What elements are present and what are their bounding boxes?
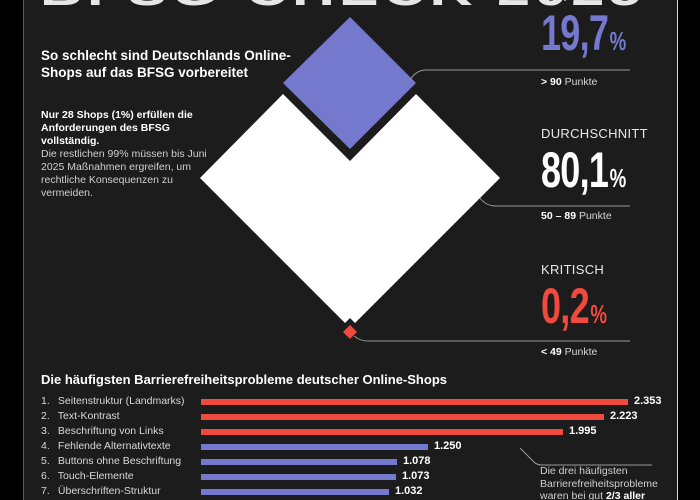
bar-row: 2. Text-Kontrast 2.223 [41,409,671,424]
stat-critical-number: 0,2 [541,278,590,334]
chart-annotation-text: Die drei häufigsten Barrierefreiheitspro… [540,465,658,500]
chart-annotation: Die drei häufigsten Barrierefreiheitspro… [540,465,677,500]
bar-value: 1.032 [395,485,423,497]
bar-label: 7. Überschriften-Struktur [41,485,161,497]
intro-body-strong: Nur 28 Shops (1%) erfüllen die Anforderu… [41,109,193,147]
average-share-shape [200,94,500,323]
intro-body: Nur 28 Shops (1%) erfüllen die Anforderu… [41,109,221,200]
bar-value: 2.353 [634,395,662,407]
leader-line-critical [353,335,630,342]
bar-label: 3. Beschriftung von Links [41,425,164,437]
bar-label: 4. Fehlende Alternativtexte [41,440,171,452]
leader-line-note [519,447,652,466]
bar-row: 4. Fehlende Alternativtexte 1.250 [41,439,671,454]
stat-critical-range: < 49 Punkte [541,346,597,358]
bar-row: 1. Seitenstruktur (Landmarks) 2.353 [41,394,671,409]
infographic-panel: BFSG-CHECK 2025 So schlecht sind Deutsch… [23,0,678,500]
bar-value: 1.250 [434,440,462,452]
stat-good-label: GUT [541,0,569,4]
stat-critical-unit: % [590,299,607,329]
stat-good-range-bold: > 90 [541,76,562,88]
stat-good-number: 19,7 [541,5,609,61]
bar [201,444,428,450]
stat-critical-label: KRITISCH [541,262,605,277]
bar [201,399,628,405]
bar-value: 1.078 [403,455,431,467]
stat-average-value: 80,1% [541,145,626,203]
stat-average-range-text: Punkte [576,210,612,222]
critical-share-diamond [343,325,357,339]
bar-row: 6. Touch-Elemente 1.073 [41,469,671,484]
good-share-diamond [283,17,416,149]
distribution-diamond-graphic [200,17,652,466]
intro-headline: So schlecht sind Deutschlands Online-Sho… [41,48,291,80]
bar-label: 5. Buttons ohne Beschriftung [41,455,182,467]
stat-average-range-bold: 50 – 89 [541,210,577,222]
bar-label: 1. Seitenstruktur (Landmarks) [41,395,185,407]
stat-good-range: > 90 Punkte [541,76,597,88]
bar-value: 2.223 [610,410,638,422]
stat-critical-range-bold: < 49 [541,346,562,358]
chart-annotation-bold: 2/3 aller [605,490,646,500]
bar [201,474,396,480]
stat-average-range: 50 – 89 Punkte [541,210,612,222]
bar-value: 1.995 [569,425,597,437]
bar-label: 6. Touch-Elemente [41,470,134,482]
bar-value: 1.073 [402,470,430,482]
bar [201,489,389,495]
stat-average-label: DURCHSCHNITT [541,126,648,141]
leader-line-good [409,69,630,81]
stat-critical-range-text: Punkte [561,346,598,358]
intro-body-rest: Die restlichen 99% müssen bis Juni 2025 … [41,148,207,199]
stat-good-unit: % [609,26,627,56]
chart-title: Die häufigsten Barrierefreiheitsprobleme… [41,372,447,387]
bar [201,414,604,420]
bar-row: 5. Buttons ohne Beschriftung 1.078 [41,454,671,469]
bar [201,459,397,465]
page-title: BFSG-CHECK 2025 [40,0,645,16]
bar-row: 7. Überschriften-Struktur 1.032 [41,484,671,499]
stat-average-number: 80,1 [541,142,609,198]
bar [201,429,563,435]
leader-line-average [479,197,630,207]
stat-average-unit: % [609,163,627,193]
stat-good-value: 19,7% [541,8,626,66]
bar-row: 3. Beschriftung von Links 1.995 [41,424,671,439]
stat-good-range-text: Punkte [561,76,598,88]
bar-label: 2. Text-Kontrast [41,410,120,422]
stat-critical-value: 0,2% [541,278,607,339]
